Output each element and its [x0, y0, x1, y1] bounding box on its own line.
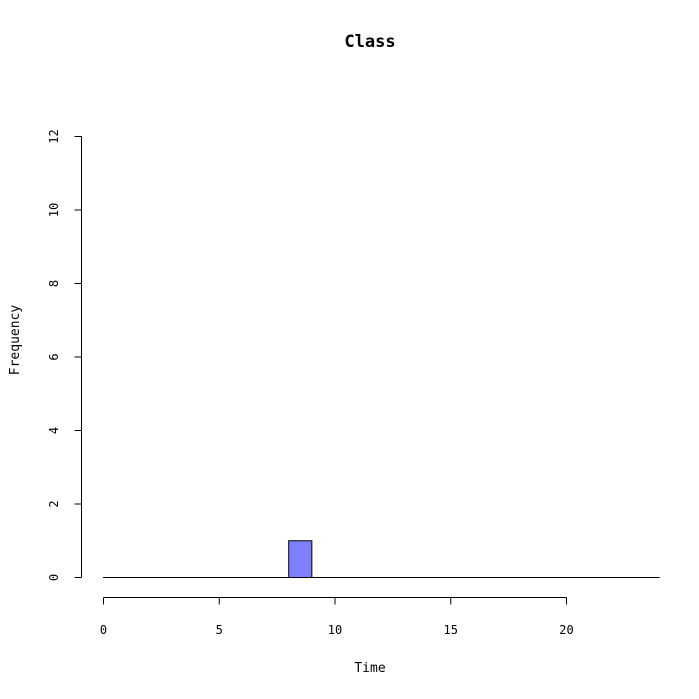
y-tick-label: 4: [47, 427, 61, 434]
x-axis-label: Time: [354, 661, 385, 676]
x-tick-label: 0: [100, 623, 107, 637]
y-axis: 0 2 4 6 8 10 12: [47, 129, 82, 581]
bars-group: [103, 540, 660, 579]
x-axis: 0 5 10 15 20: [100, 597, 574, 637]
histogram-bar: [288, 540, 313, 578]
x-tick-label: 20: [559, 623, 573, 637]
y-axis-label: Frequency: [8, 305, 23, 376]
y-tick-label: 10: [47, 203, 61, 217]
y-tick-label: 6: [47, 353, 61, 360]
y-tick-label: 2: [47, 500, 61, 507]
y-tick-label: 12: [47, 129, 61, 143]
x-tick-label: 10: [328, 623, 342, 637]
x-tick-label: 5: [216, 623, 223, 637]
y-tick-label: 0: [47, 574, 61, 581]
x-tick-label: 15: [444, 623, 458, 637]
y-tick-label: 8: [47, 280, 61, 287]
chart-title: Class: [344, 32, 395, 52]
